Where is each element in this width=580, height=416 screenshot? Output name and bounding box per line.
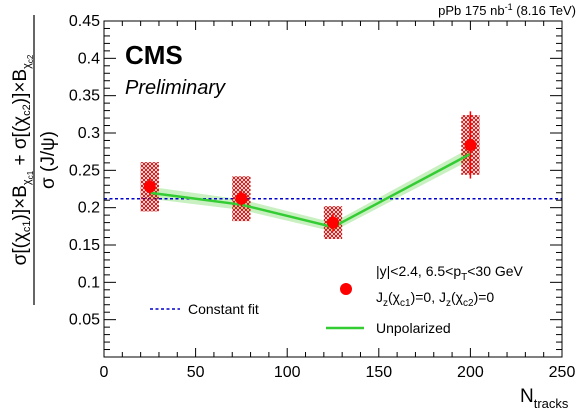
y-tick-label-0.35: 0.35 xyxy=(69,88,100,105)
x-tick-label-200: 200 xyxy=(457,364,484,381)
y-axis-title-denominator: σ (J/ψ) xyxy=(38,131,59,189)
x-axis-title-sub: tracks xyxy=(534,396,569,411)
unpolarized-line xyxy=(149,152,471,229)
data-point-0 xyxy=(143,180,156,193)
legend-entry-unpolarized: Unpolarized xyxy=(376,320,451,336)
legend-entry-points-line2: Jz(χc1)=0, Jz(χc2)=0 xyxy=(376,289,494,309)
legend-entry-points-line1: |y|<2.4, 6.5<pT<30 GeV xyxy=(376,263,524,283)
x-tick-label-150: 150 xyxy=(365,364,392,381)
y-tick-label-0.1: 0.1 xyxy=(78,274,100,291)
y-tick-label-0.15: 0.15 xyxy=(69,237,100,254)
status-label: Preliminary xyxy=(125,77,226,99)
legend-entry-points-line1-post: <30 GeV xyxy=(467,263,523,279)
x-tick-label-0: 0 xyxy=(100,364,109,381)
plot-area xyxy=(104,111,562,240)
legend-entry-constant-fit: Constant fit xyxy=(188,301,259,317)
lumi-label: pPb 175 nb-1 (8.16 TeV) xyxy=(438,2,576,18)
y-axis-title-numerator: σ[(χc1)]×Bχc1 + σ[(χc2)]×Bχc2 xyxy=(10,54,35,265)
lumi-pre: pPb 175 nb xyxy=(438,3,505,18)
data-point-3 xyxy=(464,138,477,151)
lumi-sup: -1 xyxy=(505,2,513,12)
data-point-1 xyxy=(235,192,248,205)
legend-marker-points xyxy=(340,283,352,295)
unpolarized-band xyxy=(149,147,471,232)
y-tick-label-0.4: 0.4 xyxy=(78,50,100,67)
experiment-label: CMS xyxy=(125,40,183,70)
x-axis-title-main: N xyxy=(520,386,534,407)
legend-entry-points-line1-sub: T xyxy=(461,272,467,283)
x-tick-label-100: 100 xyxy=(274,364,301,381)
y-tick-label-0.25: 0.25 xyxy=(69,162,100,179)
x-axis-title: Ntracks xyxy=(520,386,569,411)
y-axis-title: σ[(χc1)]×Bχc1 + σ[(χc2)]×Bχc2 σ (J/ψ) xyxy=(10,15,59,305)
legend: |y|<2.4, 6.5<pT<30 GeV Jz(χc1)=0, Jz(χc2… xyxy=(150,263,524,336)
y-tick-label-0.3: 0.3 xyxy=(78,125,100,142)
legend-entry-points-line1-main: |y|<2.4, 6.5<p xyxy=(376,263,461,279)
plot-frame xyxy=(103,20,563,358)
lumi-post: (8.16 TeV) xyxy=(513,3,576,18)
axes: 0 50 100 150 200 250 0.05 0.1 0.15 0.2 0.25 0.3 0.35… xyxy=(69,13,576,381)
y-tick-label-0.2: 0.2 xyxy=(78,200,100,217)
y-tick-label-0.45: 0.45 xyxy=(69,13,100,30)
data-point-2 xyxy=(327,216,339,229)
x-tick-label-50: 50 xyxy=(187,364,205,381)
x-tick-label-250: 250 xyxy=(549,364,576,381)
y-tick-label-0.05: 0.05 xyxy=(69,312,100,329)
